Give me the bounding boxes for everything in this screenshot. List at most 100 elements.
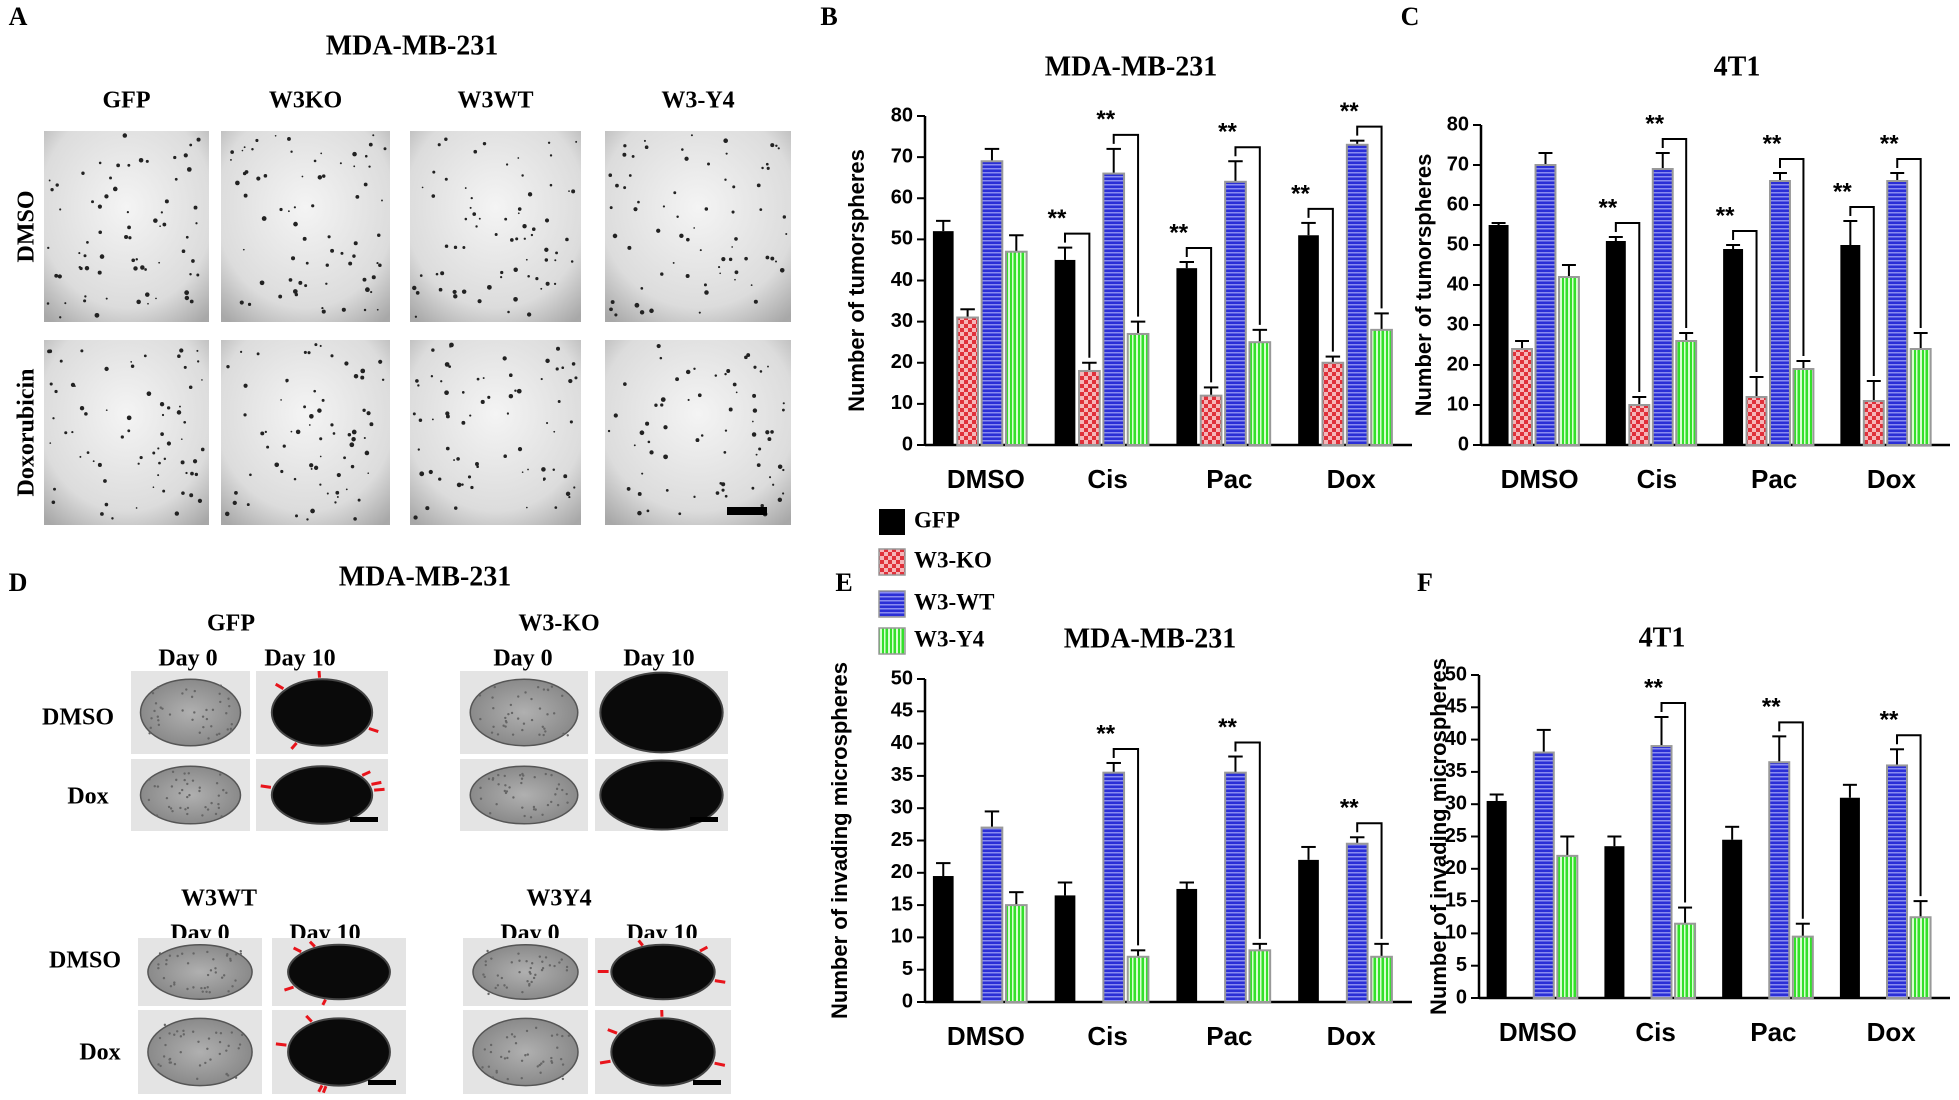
texture <box>510 1033 514 1036</box>
texture <box>203 986 207 990</box>
texture <box>220 976 224 979</box>
cell-dot <box>545 281 550 286</box>
bar <box>1199 394 1223 446</box>
y-tick-label: 50 <box>891 667 913 689</box>
cell-dot <box>319 483 322 486</box>
spheroid <box>147 1017 253 1087</box>
cell-dot <box>195 222 198 225</box>
cell-dot <box>335 490 340 495</box>
texture <box>157 719 160 722</box>
cell-dot <box>693 367 696 371</box>
cell-dot <box>135 258 138 261</box>
cell-dot <box>660 403 664 407</box>
texture <box>205 717 209 721</box>
cell-dot <box>147 302 149 305</box>
bar <box>1370 328 1393 447</box>
significance-bracket <box>1849 206 1875 376</box>
significance-label: ** <box>1762 694 1781 721</box>
cell-dot <box>477 299 482 304</box>
cell-dot <box>130 361 133 363</box>
cell-dot <box>288 210 290 213</box>
texture <box>560 958 563 961</box>
cell-dot <box>364 154 368 158</box>
texture <box>200 986 203 990</box>
texture <box>227 697 230 700</box>
texture <box>504 725 507 728</box>
texture <box>201 990 204 993</box>
cell-dot <box>623 144 627 148</box>
cell-dot <box>527 192 533 197</box>
group-label: W3WT <box>181 886 257 912</box>
cell-dot <box>785 233 788 236</box>
cell-dot <box>293 477 297 481</box>
texture <box>512 796 515 799</box>
legend-label: W3-Y4 <box>914 626 985 651</box>
cell-dot <box>568 190 570 192</box>
texture <box>219 684 222 687</box>
cell-dot <box>756 183 761 188</box>
cell-dot <box>184 295 190 301</box>
cell-dot <box>353 165 356 168</box>
y-tick-label: 10 <box>1445 922 1467 944</box>
cell-dot <box>507 310 510 314</box>
texture <box>215 733 219 736</box>
cell-dot <box>285 378 289 383</box>
texture <box>524 691 527 694</box>
scale-bar <box>727 507 767 515</box>
cell-dot <box>513 267 518 272</box>
cell-dot <box>554 506 558 509</box>
cell-dot <box>153 218 158 223</box>
significance-bracket <box>1356 125 1383 309</box>
texture <box>206 808 210 811</box>
cell-dot <box>547 141 551 144</box>
texture <box>539 1071 542 1074</box>
texture <box>544 956 548 959</box>
texture <box>162 976 166 980</box>
texture <box>538 1063 541 1067</box>
texture <box>522 774 525 777</box>
arrow <box>599 1059 611 1065</box>
cell-dot <box>734 278 736 281</box>
cell-dot <box>280 399 282 401</box>
bar <box>1345 842 1369 1003</box>
significance-bracket <box>1064 232 1091 358</box>
arrow <box>308 940 316 948</box>
cell-dot <box>765 255 770 260</box>
cell-dot <box>728 257 733 262</box>
cell-dot <box>158 261 161 264</box>
x-tick-label: DMSO <box>947 1021 1025 1051</box>
texture <box>484 960 487 963</box>
cell-dot <box>160 432 164 436</box>
cell-dot <box>94 312 100 318</box>
texture <box>168 713 172 716</box>
cell-dot <box>181 491 185 495</box>
cell-dot <box>500 276 503 279</box>
cell-dot <box>70 382 76 388</box>
texture <box>206 1047 209 1051</box>
cell-dot <box>325 263 329 267</box>
texture <box>550 800 553 804</box>
cell-dot <box>162 222 167 227</box>
y-tick-label: 45 <box>891 700 913 722</box>
y-tick-label: 60 <box>891 187 913 209</box>
cell-dot <box>144 268 147 271</box>
cell-dot <box>715 491 720 495</box>
cell-dot <box>675 377 680 382</box>
texture <box>541 967 545 970</box>
cell-dot <box>521 471 524 473</box>
row-label: Doxorubicin <box>14 368 40 496</box>
texture <box>550 1056 553 1060</box>
cell-dot <box>98 161 102 165</box>
cell-dot <box>686 237 690 242</box>
texture <box>225 791 228 795</box>
y-tick-label: 10 <box>1447 393 1469 415</box>
texture <box>483 975 486 979</box>
cell-dot <box>555 367 559 371</box>
chart-title: MDA-MB-231 <box>1064 623 1237 654</box>
cell-dot <box>64 302 67 305</box>
texture <box>490 731 494 734</box>
cell-dot <box>53 487 56 491</box>
cell-dot <box>130 364 135 369</box>
cell-dot <box>626 487 631 491</box>
bar <box>1004 250 1028 446</box>
